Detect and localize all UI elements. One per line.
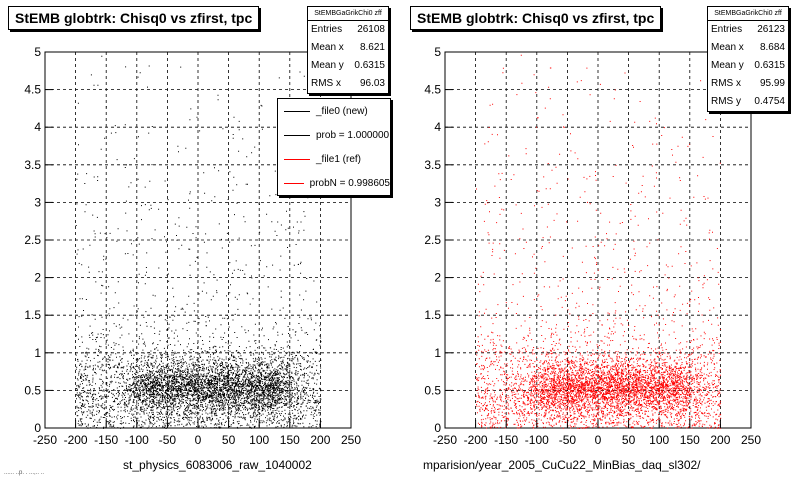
y-tick-label: 0.5 [424,383,441,397]
y-tick-label: 0 [434,421,441,435]
scatter-point-set [475,54,722,429]
y-tick-label: 4 [434,120,441,134]
y-tick-label: 3 [434,195,441,209]
x-tick-label: -200 [64,433,88,447]
y-tick-label: 1.5 [424,308,441,322]
y-tick-label: 2.5 [424,233,441,247]
stats-row: Mean y 0.6315 [311,60,385,71]
stats-row: Mean x 8.684 [711,42,785,53]
x-tick-label: -100 [525,433,549,447]
y-tick-label: 4.5 [424,83,441,97]
right-plot-title: StEMB globtrk: Chisq0 vs zfirst, tpc [410,6,662,30]
x-tick-label: 150 [680,433,700,447]
stats-row: RMS x 95.99 [711,78,785,89]
legend-entry: prob = 1.000000 [278,123,390,147]
left-x-axis-label: st_physics_6083006_raw_1040002 [123,458,312,472]
y-tick-label: 3.5 [24,158,41,172]
right-stats-header: StEMBGaGrikChi0 zff [708,7,788,21]
stats-row: Mean x 8.621 [311,42,385,53]
y-tick-label: 1 [434,346,441,360]
legend-entry: probN = 0.998605 [278,171,390,195]
x-tick-label: 50 [222,433,236,447]
legend-entry: _file0 (new) [278,99,390,123]
stats-row: RMS y 0.4754 [711,96,785,107]
y-tick-label: 2 [34,271,41,285]
x-tick-label: -250 [33,433,57,447]
stats-row: Mean y 0.6315 [711,60,785,71]
y-tick-label: 5 [434,45,441,59]
x-tick-label: 250 [741,433,761,447]
y-tick-label: 0 [34,421,41,435]
y-tick-label: 1.5 [24,308,41,322]
x-tick-label: 200 [710,433,730,447]
y-tick-label: 3.5 [424,158,441,172]
x-tick-label: -100 [125,433,149,447]
y-tick-label: 4.5 [24,83,41,97]
y-tick-label: 3 [34,195,41,209]
left-stats-header: StEMBGaGrikChi0 zff [308,7,388,21]
left-plot-title: StEMB globtrk: Chisq0 vs zfirst, tpc [8,6,260,30]
x-tick-label: -150 [494,433,518,447]
right-x-axis-label: mparision/year_2005_CuCu22_MinBias_daq_s… [423,458,701,472]
x-tick-label: -50 [159,433,177,447]
y-tick-label: 1 [34,346,41,360]
stats-row: RMS x 96.03 [311,78,385,89]
stats-row: Entries 26123 [711,24,785,35]
x-tick-label: 200 [310,433,330,447]
y-tick-label: 4 [34,120,41,134]
y-tick-label: 0.5 [24,383,41,397]
footer-text: ...... ..p. . ...,.. .. [4,470,45,476]
y-tick-label: 5 [34,45,41,59]
scatter-points [475,54,722,429]
x-tick-label: 100 [649,433,669,447]
x-tick-label: 250 [341,433,361,447]
x-tick-label: -200 [464,433,488,447]
x-tick-label: -150 [94,433,118,447]
x-tick-label: 50 [622,433,636,447]
legend-entry: _file1 (ref) [278,147,390,171]
stats-row: Entries 26108 [311,24,385,35]
y-tick-label: 2 [434,271,441,285]
x-tick-label: 0 [195,433,202,447]
y-tick-label: 2.5 [24,233,41,247]
x-tick-label: -50 [559,433,577,447]
left-legend: _file0 (new) prob = 1.000000 _file1 (ref… [277,98,391,196]
x-tick-label: 150 [280,433,300,447]
x-tick-label: -250 [433,433,457,447]
x-tick-label: 0 [595,433,602,447]
x-tick-label: 100 [249,433,269,447]
